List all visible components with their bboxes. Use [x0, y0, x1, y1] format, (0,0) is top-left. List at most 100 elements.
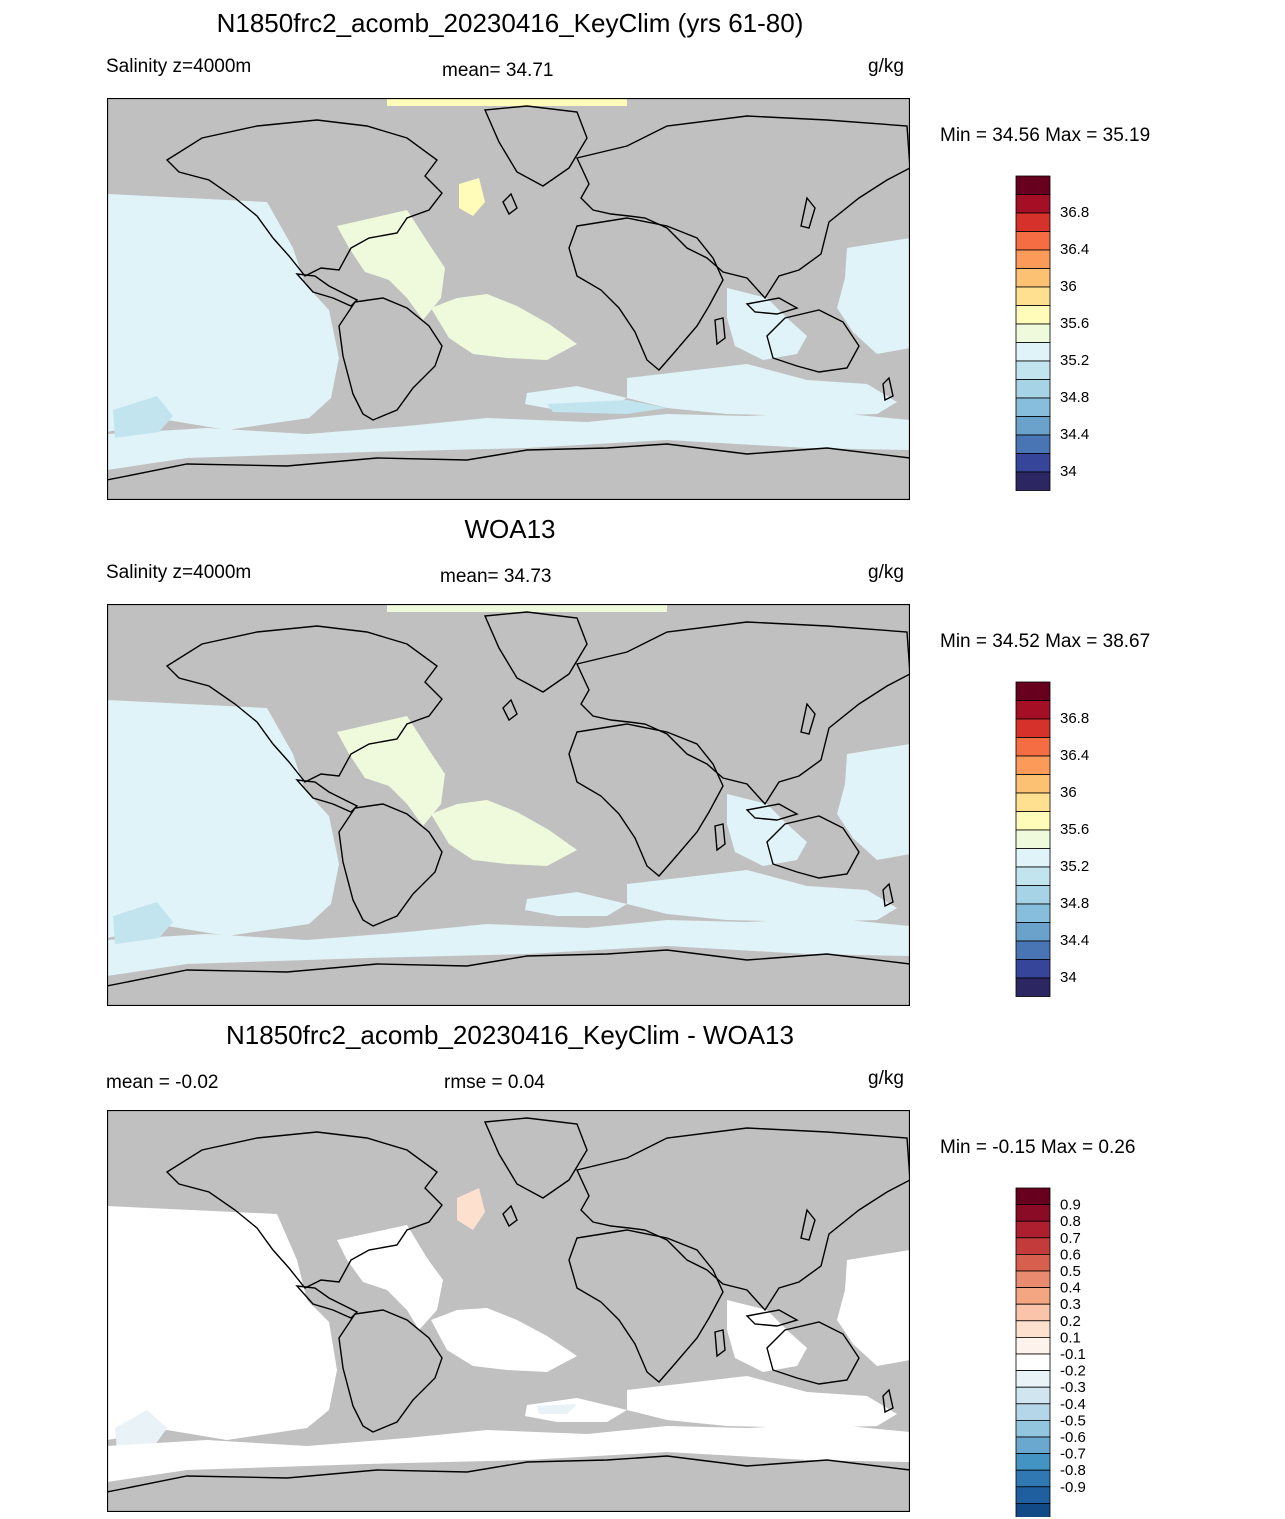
coastline-north-america: [165, 625, 443, 783]
colorbar-tick-label: -0.4: [1060, 1396, 1086, 1413]
coastline-australia: [766, 309, 860, 373]
coastline-north-america: [165, 119, 443, 277]
map-frame: [107, 1110, 910, 1512]
colorbar-tick-label: 34.4: [1060, 932, 1089, 949]
colorbar-swatch: [1015, 231, 1051, 251]
colorbar-swatch: [1015, 848, 1051, 868]
mean-label: mean= 34.71: [442, 60, 554, 81]
minmax-label: Min = 34.52 Max = 38.67: [940, 631, 1151, 652]
colorbar-tick-label: -0.5: [1060, 1412, 1086, 1429]
mean-label: mean = -0.02: [106, 1072, 219, 1093]
units-label: g/kg: [868, 56, 904, 77]
minmax-label: Min = 34.56 Max = 35.19: [940, 125, 1151, 146]
colorbar-tick-label: 36.8: [1060, 204, 1089, 221]
ocean-region: [431, 294, 577, 360]
colorbar-swatch: [1015, 434, 1051, 454]
coastline-indonesia: [745, 297, 799, 315]
coastline-north-america: [165, 1131, 443, 1289]
colorbar-tick-label: -0.7: [1060, 1446, 1086, 1463]
coastline-australia: [766, 1321, 860, 1385]
colorbar-swatch: [1015, 829, 1051, 849]
colorbar-swatch: [1015, 212, 1051, 232]
coastline-greenland: [483, 611, 588, 693]
colorbar-swatch: [1015, 1303, 1051, 1322]
coastline-central-america: [295, 779, 359, 813]
panel-title: WOA13: [464, 514, 556, 544]
colorbar-swatch: [1015, 1486, 1051, 1504]
coastline-greenland: [483, 105, 588, 187]
rmse-label: rmse = 0.04: [444, 1072, 545, 1093]
ocean-region: [459, 178, 485, 216]
coastline-antarctica: [107, 443, 910, 500]
colorbar-tick-label: -0.8: [1060, 1462, 1086, 1479]
ocean-region: [115, 1410, 167, 1450]
ocean-region: [107, 1424, 910, 1482]
colorbar-swatch: [1015, 1220, 1051, 1239]
coastline-eurasia: [576, 1127, 910, 1312]
colorbar-tick-label: 0.4: [1060, 1280, 1081, 1297]
colorbar-tick-label: 36: [1060, 784, 1077, 801]
colorbar-swatch: [1015, 922, 1051, 942]
colorbar-tick-label: -0.2: [1060, 1363, 1086, 1380]
colorbar-swatch: [1015, 1270, 1051, 1289]
coastline-antarctica: [107, 1455, 910, 1512]
panel-title: N1850frc2_acomb_20230416_KeyClim - WOA13: [226, 1020, 794, 1050]
ocean-region: [627, 364, 897, 416]
colorbar-swatch: [1015, 885, 1051, 905]
ocean-region: [727, 1300, 807, 1372]
ocean-region: [431, 1308, 577, 1372]
ocean-region: [107, 412, 910, 470]
colorbar-tick-label: 0.3: [1060, 1296, 1081, 1313]
colorbar-swatch: [1015, 1403, 1051, 1421]
map-plot: [107, 1110, 910, 1512]
coastline-madagascar: [714, 823, 726, 852]
colorbar-swatch: [1015, 1187, 1051, 1206]
colorbar-swatch: [1015, 1370, 1051, 1388]
colorbar-swatch: [1015, 453, 1051, 473]
colorbar-swatch: [1015, 1502, 1051, 1517]
colorbar-swatch: [1015, 1237, 1051, 1255]
ocean-region: [431, 800, 577, 866]
ocean-region: [627, 870, 897, 922]
coastline-new-zealand: [882, 882, 894, 908]
coastline-japan: [800, 702, 816, 735]
coastline-eurasia: [576, 115, 910, 300]
colorbar-tick-label: 0.6: [1060, 1246, 1081, 1263]
ocean-region: [627, 1376, 897, 1428]
colorbar-swatch: [1015, 700, 1051, 720]
colorbar-tick-label: -0.9: [1060, 1479, 1086, 1496]
panel-difference: N1850frc2_acomb_20230416_KeyClim - WOA13…: [0, 1012, 1285, 1518]
colorbar-tick-label: -0.6: [1060, 1429, 1086, 1446]
ocean-region: [337, 716, 445, 826]
colorbar-swatch: [1015, 249, 1051, 269]
colorbar-tick-label: -0.1: [1060, 1346, 1086, 1363]
coastline-africa: [568, 723, 724, 877]
colorbar-swatch: [1015, 792, 1051, 812]
ocean-region: [837, 744, 910, 860]
coastline-uk: [502, 1204, 518, 1228]
coastline-antarctica: [107, 949, 910, 1006]
coastline-central-america: [295, 1285, 359, 1319]
ocean-region: [727, 288, 807, 360]
ocean-region: [837, 238, 910, 354]
colorbar-swatch: [1015, 175, 1051, 195]
ocean-region: [727, 794, 807, 866]
ocean-region: [457, 1188, 485, 1230]
coastline-new-zealand: [882, 1388, 894, 1414]
colorbar-swatch: [1015, 1287, 1051, 1305]
colorbar-swatch: [1015, 1336, 1051, 1355]
colorbar-swatch: [1015, 268, 1051, 288]
colorbar-tick-label: 34.8: [1060, 895, 1089, 912]
coastline-eurasia: [576, 621, 910, 806]
colorbar-tick-label: 36.8: [1060, 710, 1089, 727]
coastline-uk: [502, 698, 518, 722]
coastline-madagascar: [714, 1329, 726, 1358]
ocean-region: [387, 98, 627, 106]
colorbar-tick-label: 0.9: [1060, 1197, 1081, 1214]
coastline-australia: [766, 815, 860, 879]
colorbar-swatch: [1015, 305, 1051, 325]
coastline-africa: [568, 1229, 724, 1383]
colorbar-swatch: [1015, 397, 1051, 417]
coastline-indonesia: [745, 1309, 799, 1327]
colorbar-swatch: [1015, 737, 1051, 757]
